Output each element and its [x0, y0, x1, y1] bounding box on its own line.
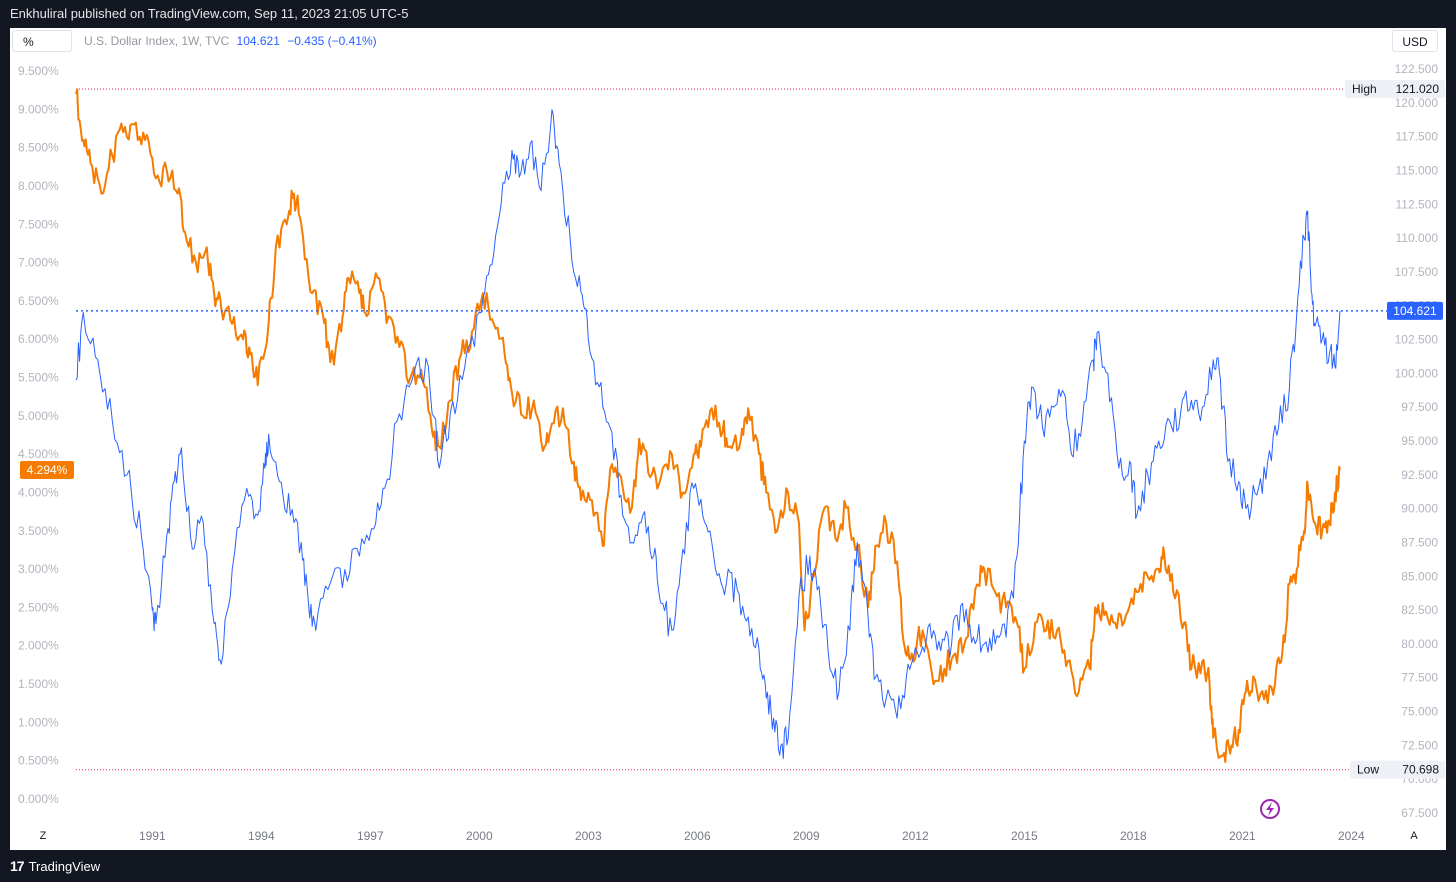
- yield-series-line[interactable]: [75, 88, 1341, 764]
- right-axis-tick-label: 77.500: [1401, 671, 1438, 685]
- right-axis-tick-label: 115.000: [1396, 163, 1439, 177]
- x-axis-tick-label: 1997: [357, 829, 384, 843]
- x-axis-tick-label: 2021: [1229, 829, 1256, 843]
- x-axis-tick-label: 1991: [139, 829, 166, 843]
- footer-bar: 17 TradingView: [0, 850, 1456, 882]
- left-axis-tick-label: 8.000%: [18, 179, 59, 193]
- high-tag: [1345, 80, 1445, 99]
- right-axis-tick-label: 85.000: [1401, 569, 1438, 583]
- x-axis-tick-label: 2003: [575, 829, 602, 843]
- right-axis-tick-label: 107.500: [1395, 265, 1439, 279]
- left-axis-tick-label: 2.500%: [18, 600, 59, 614]
- right-axis-tick-label: 110.000: [1396, 231, 1439, 245]
- right-axis-tick-label: 95.000: [1401, 434, 1438, 448]
- high-tag-label: High: [1352, 82, 1377, 96]
- x-axis-tick-label: 2015: [1011, 829, 1038, 843]
- right-axis-tick-label: 117.500: [1396, 130, 1439, 144]
- chart-canvas[interactable]: 9.500% 9.000% 8.500% 8.000% 7.500% 7.000% 6.50…: [10, 28, 1446, 850]
- left-axis-tick-label: 4.500%: [18, 447, 59, 461]
- right-axis-tick-label: 112.500: [1396, 197, 1439, 211]
- tradingview-logo-icon: 17: [10, 858, 25, 874]
- legend-symbol: U.S. Dollar Index, 1W, TVC: [84, 34, 230, 48]
- low-tag-value: 70.698: [1402, 763, 1439, 777]
- zoom-toggle-button[interactable]: Z: [39, 830, 47, 842]
- x-axis-tick-label: 2024: [1338, 829, 1365, 843]
- footer-brand: TradingView: [28, 858, 101, 874]
- lightning-icon[interactable]: [1260, 799, 1280, 819]
- x-axis-tick-label: 2000: [466, 829, 493, 843]
- x-axis-tick-label: 1994: [248, 829, 275, 843]
- right-axis-tick-label: 87.500: [1401, 535, 1438, 549]
- left-axis-tick-label: 1.000%: [18, 715, 59, 729]
- legend-value: 104.621: [236, 34, 280, 48]
- right-axis-tick-label: 100.000: [1395, 366, 1439, 380]
- right-axis-tick-label: 72.500: [1401, 738, 1438, 752]
- left-axis-tick-label: 4.000%: [18, 485, 59, 499]
- x-axis-tick-label: 2018: [1120, 829, 1147, 843]
- left-scale-unit-button[interactable]: %: [12, 30, 72, 52]
- left-current-tag: [20, 460, 74, 479]
- left-axis-tick-label: 9.500%: [18, 64, 59, 78]
- left-axis-tick-label: 6.000%: [18, 332, 59, 346]
- high-tag-value: 121.020: [1396, 82, 1440, 96]
- left-axis-tick-label: 8.500%: [18, 141, 59, 155]
- right-axis-tick-label: 90.000: [1401, 502, 1438, 516]
- chart-area[interactable]: 9.500% 9.000% 8.500% 8.000% 7.500% 7.000% 6.50…: [10, 28, 1446, 850]
- left-axis-tick-label: 0.500%: [18, 754, 59, 768]
- left-axis-tick-label: 6.500%: [18, 294, 59, 308]
- x-axis-tick-label: 2009: [793, 829, 820, 843]
- left-axis-tick-label: 9.000%: [18, 102, 59, 116]
- left-axis-tick-label: 3.500%: [18, 524, 59, 538]
- left-axis-tick-label: 7.500%: [18, 217, 59, 231]
- right-axis-tick-label: 80.000: [1401, 637, 1438, 651]
- low-tag-label: Low: [1357, 763, 1379, 777]
- low-tag: [1350, 760, 1445, 779]
- x-axis-tick-label: 2006: [684, 829, 711, 843]
- right-axis-tick-label: 75.000: [1401, 705, 1438, 719]
- right-axis-tick-label: 92.500: [1401, 468, 1438, 482]
- right-axis-tick-label: 122.500: [1395, 62, 1439, 76]
- right-scale-currency-button[interactable]: USD: [1392, 30, 1438, 52]
- right-axis-tick-label: 82.500: [1401, 603, 1438, 617]
- current-price-tag: [1387, 301, 1443, 320]
- left-axis-tick-label: 7.000%: [18, 256, 59, 270]
- left-axis-tick-label: 0.000%: [18, 792, 59, 806]
- left-axis-tick-label: 5.500%: [18, 371, 59, 385]
- auto-scale-button[interactable]: A: [1410, 830, 1418, 842]
- right-axis-tick-label: 97.500: [1401, 400, 1438, 414]
- left-axis-tick-label: 5.000%: [18, 409, 59, 423]
- right-axis-tick-label: 67.500: [1401, 806, 1438, 820]
- x-axis-tick-label: 2012: [902, 829, 929, 843]
- left-axis-tick-label: 1.500%: [18, 677, 59, 691]
- symbol-legend[interactable]: U.S. Dollar Index, 1W, TVC 104.621 −0.43…: [84, 34, 377, 48]
- right-axis-tick-label: 102.500: [1395, 333, 1439, 347]
- publisher-line: Enkhuliral published on TradingView.com,…: [10, 6, 409, 21]
- left-axis-tick-label: 2.000%: [18, 639, 59, 653]
- legend-change: −0.435 (−0.41%): [287, 34, 377, 48]
- left-current-tag-label: 4.294%: [27, 463, 68, 477]
- current-price-tag-label: 104.621: [1393, 304, 1437, 318]
- publisher-header: Enkhuliral published on TradingView.com,…: [0, 0, 1456, 28]
- lightning-icon-glyph: [1266, 802, 1274, 816]
- dxy-series-line[interactable]: [75, 109, 1341, 760]
- right-axis-tick-label: 120.000: [1395, 96, 1439, 110]
- left-axis-tick-label: 3.000%: [18, 562, 59, 576]
